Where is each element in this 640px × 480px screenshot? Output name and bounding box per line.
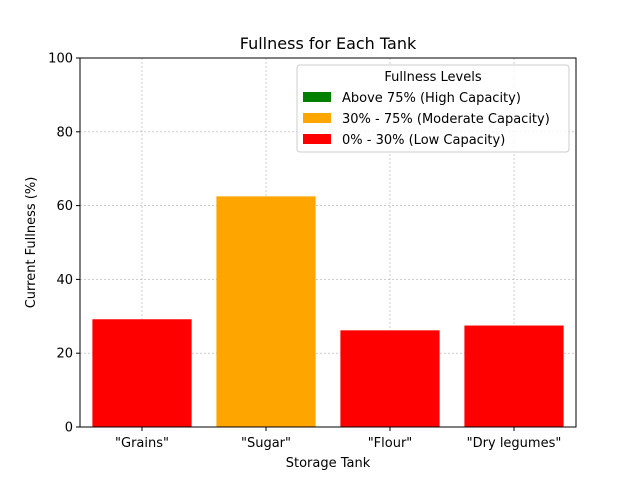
y-tick-label: 60 [56,199,73,214]
x-axis: "Grains" "Sugar" "Flour" "Dry legumes" [115,427,561,451]
legend: Fullness Levels Above 75% (High Capacity… [296,64,570,153]
x-tick-label: "Grains" [115,436,169,451]
legend-swatch [303,113,331,123]
x-tick-label: "Flour" [368,436,413,451]
y-tick-label: 100 [48,52,73,67]
y-tick-label: 0 [65,421,73,436]
legend-swatch [303,92,331,102]
bar [216,196,316,427]
chart-title: Fullness for Each Tank [240,34,417,53]
legend-entries: Above 75% (High Capacity) 30% - 75% (Mode… [303,91,550,148]
x-tick-label: "Sugar" [241,436,291,451]
bars [92,196,564,427]
legend-label: 30% - 75% (Moderate Capacity) [342,112,550,127]
legend-swatch [303,134,331,144]
y-tick-label: 20 [56,347,73,362]
bar [464,325,564,427]
legend-title: Fullness Levels [384,70,481,85]
legend-label: Above 75% (High Capacity) [342,91,521,106]
y-tick-label: 80 [56,125,73,140]
bar [92,319,192,427]
x-axis-label: Storage Tank [286,456,371,471]
y-tick-label: 40 [56,273,73,288]
x-tick-label: "Dry legumes" [467,436,562,451]
legend-box [296,64,570,153]
plot-frame [79,57,577,428]
y-axis-label: Current Fullness (%) [24,177,39,309]
bar [340,330,440,427]
y-axis: 0 20 40 60 80 100 [48,52,80,436]
legend-label: 0% - 30% (Low Capacity) [342,133,505,148]
